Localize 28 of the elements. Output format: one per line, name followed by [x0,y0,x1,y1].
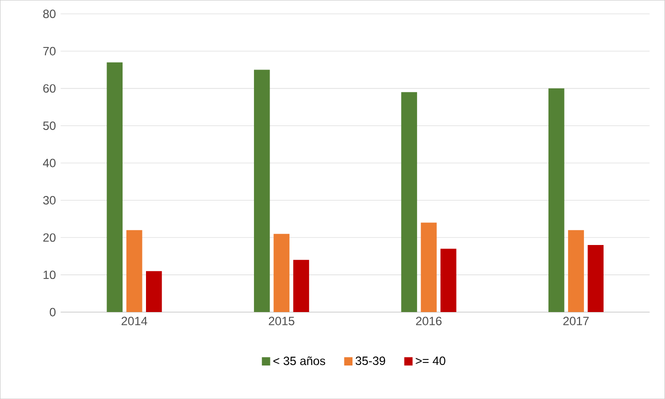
bar [401,92,418,312]
bar [420,222,437,312]
y-tick-label: 0 [50,308,56,316]
bar [548,88,564,312]
y-tick-label: 60 [43,84,56,93]
bar [146,271,162,312]
bar [293,260,310,312]
y-tick-label: 80 [43,10,56,18]
x-tick-label: 2016 [416,316,442,326]
y-tick-label: 20 [43,233,56,242]
bar [588,244,604,312]
y-tick-label: 70 [43,46,56,56]
bar [440,248,456,312]
bar [106,62,123,312]
legend-label: >= 40 [416,356,446,365]
bar [274,234,290,312]
bar [568,230,584,312]
bar [254,70,270,312]
y-tick-label: 40 [42,158,56,168]
x-tick-label: 2015 [268,316,294,326]
x-tick-label: 2017 [563,316,589,326]
bar [126,230,142,312]
legend-label: 35-39 [356,356,386,365]
y-tick-label: 10 [44,270,56,279]
y-tick-label: 50 [43,121,56,130]
y-tick-label: 30 [43,196,56,204]
x-tick-label: 2014 [122,316,148,326]
legend-label: < 35 años [273,356,326,366]
